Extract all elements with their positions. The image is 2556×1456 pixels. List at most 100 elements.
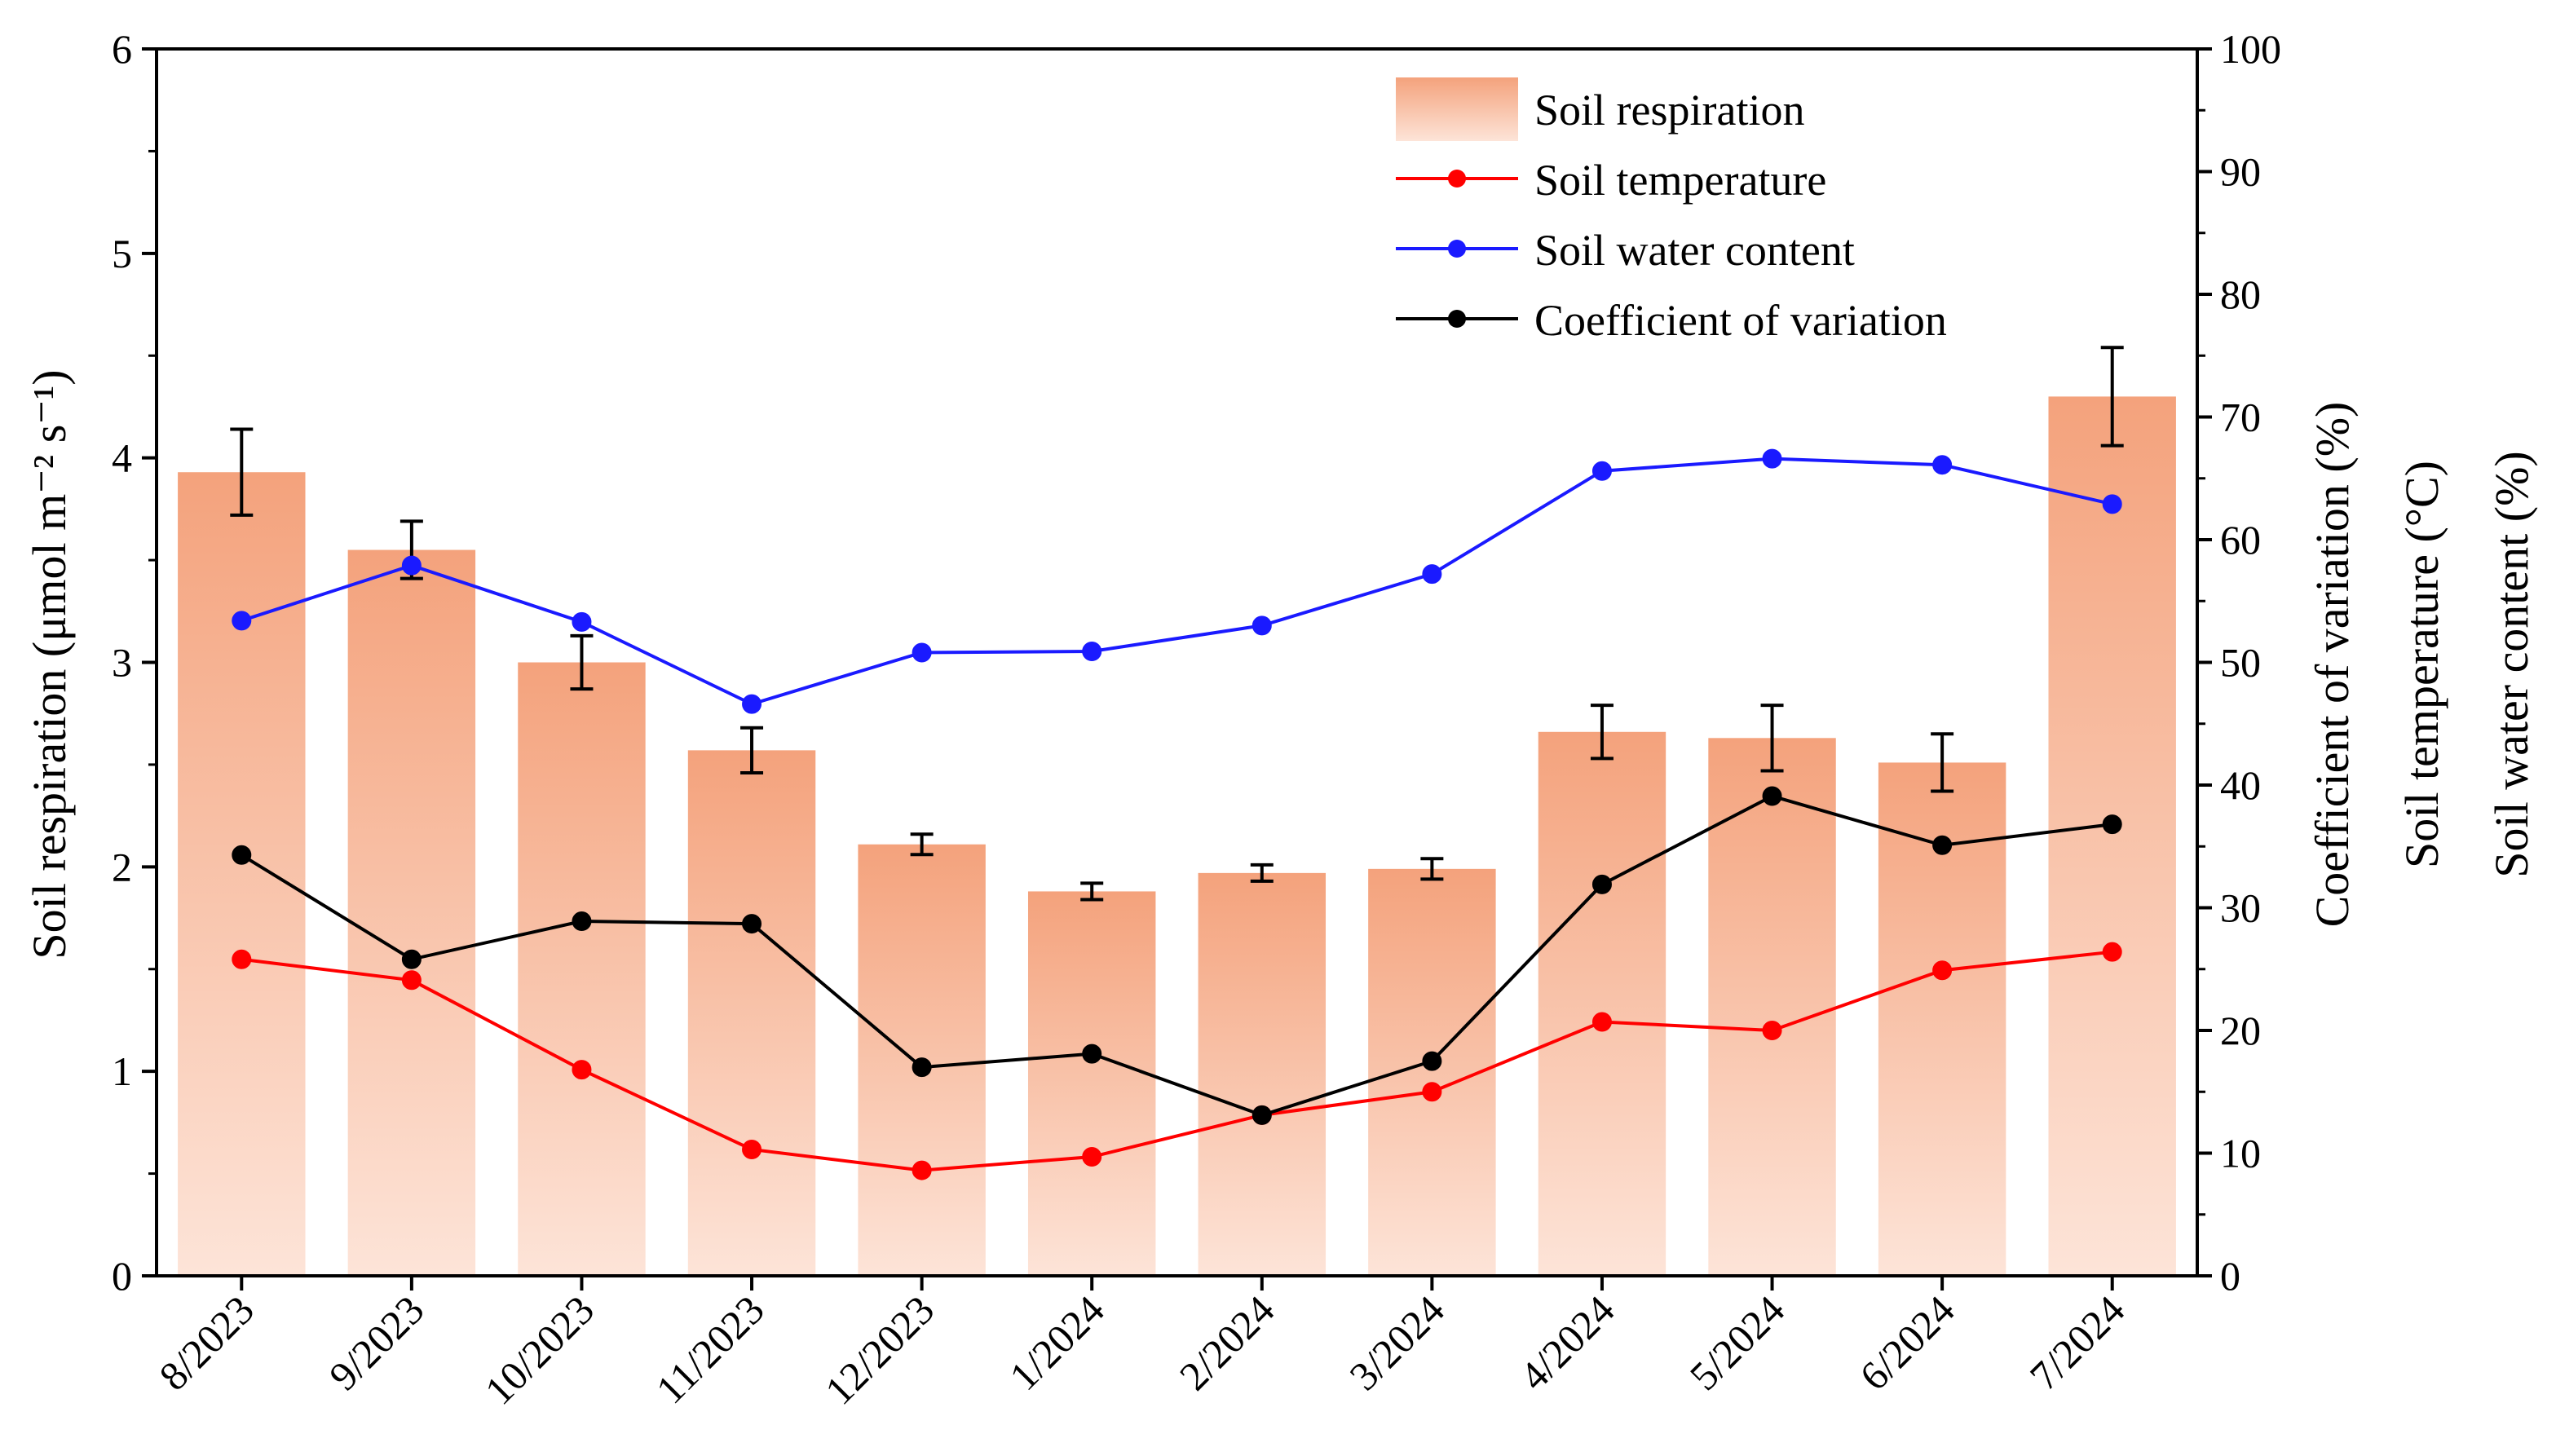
- point-soil-water-content-8: [1591, 461, 1612, 481]
- y-tick-label-left: 0: [112, 1253, 132, 1299]
- y2-axis-title-temperature: Soil temperature (°C): [2395, 461, 2448, 868]
- y-tick-label-left: 5: [112, 231, 132, 276]
- error-bar-0: [230, 427, 254, 517]
- point-soil-water-content-6: [1252, 615, 1272, 636]
- point-soil-water-content-0: [232, 611, 252, 631]
- x-tick-label: 7/2024: [2021, 1286, 2134, 1399]
- point-soil-water-content-11: [2102, 494, 2122, 514]
- x-tick-label: 1/2024: [1000, 1286, 1113, 1399]
- point-soil-temperature-5: [1082, 1147, 1102, 1167]
- bar-soil-respiration-8: [1538, 731, 1666, 1276]
- y-tick-label-left: 6: [112, 26, 132, 72]
- error-bar-4: [910, 832, 934, 857]
- legend-swatch-bar: [1396, 77, 1518, 141]
- y-tick-label-right: 50: [2220, 640, 2261, 686]
- legend-item-soil-respiration: Soil respiration: [1396, 77, 1804, 141]
- legend-label: Soil temperature: [1534, 156, 1826, 205]
- point-coefficient-of-variation-11: [2102, 814, 2122, 835]
- y-tick-label-right: 10: [2220, 1131, 2261, 1176]
- y-tick-label-right: 0: [2220, 1253, 2240, 1299]
- point-coefficient-of-variation-2: [572, 911, 592, 932]
- point-soil-water-content-4: [912, 642, 932, 663]
- legend-swatch-marker: [1448, 310, 1466, 328]
- y-tick-label-left: 3: [112, 640, 132, 686]
- y-tick-label-right: 70: [2220, 395, 2261, 440]
- point-coefficient-of-variation-1: [401, 949, 422, 969]
- y-tick-label-right: 30: [2220, 885, 2261, 931]
- y2-axis-title-water: Soil water content (%): [2485, 451, 2538, 877]
- legend-label: Coefficient of variation: [1534, 296, 1947, 345]
- bar-soil-respiration-0: [178, 472, 306, 1276]
- point-coefficient-of-variation-5: [1082, 1043, 1102, 1064]
- point-soil-temperature-2: [572, 1060, 592, 1080]
- bar-soil-respiration-5: [1027, 891, 1156, 1276]
- x-tick-label: 11/2023: [647, 1286, 773, 1412]
- legend: Soil respiration Soil temperature Soil wat…: [1396, 77, 1947, 345]
- error-bar-2: [570, 633, 594, 691]
- point-soil-water-content-10: [1932, 455, 1953, 475]
- y-tick-label-left: 1: [112, 1048, 132, 1094]
- x-tick-label: 3/2024: [1340, 1286, 1453, 1399]
- y-tick-label-right: 20: [2220, 1008, 2261, 1053]
- point-soil-temperature-9: [1762, 1021, 1782, 1040]
- x-tick-label: 6/2024: [1851, 1286, 1963, 1399]
- bar-soil-respiration-6: [1198, 872, 1327, 1276]
- point-soil-temperature-11: [2102, 942, 2122, 962]
- y2-axis-title-cv: Coefficient of variation (%): [2306, 402, 2359, 928]
- point-coefficient-of-variation-4: [912, 1057, 932, 1078]
- y-tick-label-left: 2: [112, 844, 132, 889]
- bar-soil-respiration-1: [347, 549, 476, 1276]
- point-soil-water-content-1: [401, 555, 422, 576]
- point-soil-water-content-9: [1762, 448, 1782, 469]
- error-bar-9: [1760, 704, 1784, 773]
- legend-swatch-marker: [1448, 170, 1466, 188]
- legend-label: Soil water content: [1534, 226, 1855, 275]
- x-tick-label: 2/2024: [1171, 1286, 1283, 1399]
- error-bars-layer: [230, 346, 2124, 902]
- y-tick-label-right: 100: [2220, 26, 2281, 72]
- x-tick-label: 4/2024: [1511, 1286, 1623, 1399]
- bar-soil-respiration-7: [1368, 868, 1496, 1276]
- x-tick-label: 8/2023: [150, 1286, 263, 1399]
- y-tick-label-right: 60: [2220, 517, 2261, 563]
- point-soil-temperature-4: [912, 1160, 932, 1180]
- x-tick-label: 5/2024: [1681, 1286, 1794, 1399]
- error-bar-7: [1420, 857, 1444, 881]
- point-coefficient-of-variation-8: [1591, 874, 1612, 894]
- y-tick-label-right: 80: [2220, 271, 2261, 317]
- line-soil-temperature: [241, 950, 2112, 1172]
- x-tick-label: 10/2023: [476, 1286, 603, 1413]
- point-soil-water-content-7: [1422, 564, 1442, 585]
- point-coefficient-of-variation-6: [1252, 1105, 1272, 1125]
- point-coefficient-of-variation-10: [1932, 835, 1953, 855]
- error-bar-6: [1250, 863, 1274, 883]
- point-soil-temperature-3: [742, 1139, 762, 1159]
- point-soil-temperature-10: [1932, 960, 1953, 981]
- y-tick-label-right: 90: [2220, 149, 2261, 195]
- point-soil-water-content-3: [742, 694, 762, 714]
- line-soil-water-content: [241, 457, 2113, 706]
- lines-layer: [232, 448, 2122, 1180]
- legend-item-soil-temperature: Soil temperature: [1396, 156, 1826, 205]
- point-soil-temperature-0: [232, 949, 252, 969]
- error-bar-11: [2100, 346, 2124, 448]
- legend-label: Soil respiration: [1534, 86, 1804, 135]
- legend-swatch-marker: [1448, 240, 1466, 258]
- point-soil-temperature-7: [1422, 1082, 1442, 1102]
- error-bar-3: [740, 726, 764, 774]
- y-tick-label-right: 40: [2220, 762, 2261, 808]
- x-tick-label: 9/2023: [320, 1286, 433, 1399]
- point-soil-water-content-5: [1082, 641, 1102, 661]
- bar-soil-respiration-11: [2048, 396, 2176, 1277]
- point-soil-temperature-8: [1591, 1012, 1612, 1032]
- point-coefficient-of-variation-0: [232, 845, 252, 865]
- point-coefficient-of-variation-7: [1422, 1051, 1442, 1071]
- point-soil-temperature-1: [401, 970, 422, 991]
- line-coefficient-of-variation: [241, 794, 2112, 1117]
- error-bar-5: [1080, 881, 1104, 902]
- legend-item-coefficient-of-variation: Coefficient of variation: [1396, 296, 1947, 345]
- legend-item-soil-water-content: Soil water content: [1396, 226, 1855, 275]
- y-tick-label-left: 4: [112, 435, 132, 481]
